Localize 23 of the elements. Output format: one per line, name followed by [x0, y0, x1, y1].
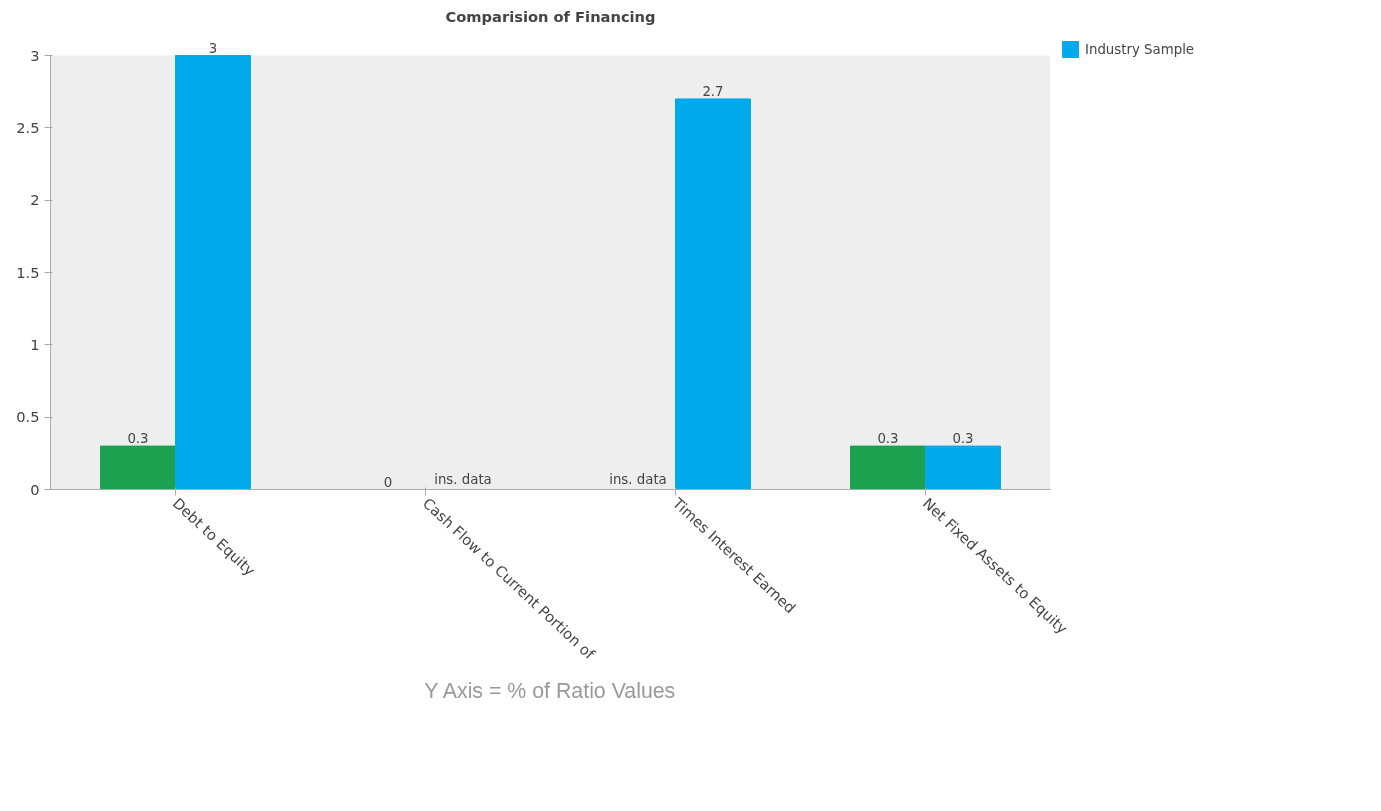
data-label: 2.7 [702, 83, 724, 99]
y-tick-label: 0 [30, 480, 40, 498]
bar [675, 98, 751, 490]
bar [850, 445, 926, 490]
bar [925, 445, 1001, 490]
bar [100, 445, 176, 490]
chart-title: Comparision of Financing [445, 7, 656, 25]
data-label: 0.3 [127, 431, 149, 447]
y-tick-label: 3 [30, 46, 40, 64]
y-tick-label: 0.5 [16, 408, 40, 426]
bar [175, 55, 251, 490]
data-label: 0 [383, 474, 393, 490]
data-label: 0.3 [952, 431, 974, 447]
text: Y Axis = % of Ratio Values [424, 678, 676, 703]
y-tick-label: 1.5 [16, 263, 40, 281]
legend-label: Industry Sample [1085, 41, 1195, 57]
data-label: ins. data [609, 471, 667, 487]
data-label: 3 [208, 40, 218, 56]
data-label: 0.3 [877, 431, 899, 447]
data-label: ins. data [434, 471, 492, 487]
y-tick-label: 2.5 [16, 118, 40, 136]
y-tick-label: 2 [30, 191, 40, 209]
y-tick-label: 1 [30, 335, 40, 353]
